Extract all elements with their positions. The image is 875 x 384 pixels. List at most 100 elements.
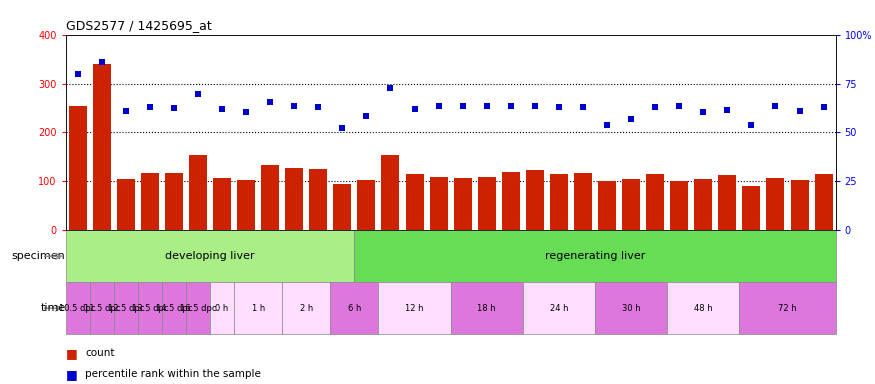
Point [167, 105, 181, 111]
Bar [595, 282, 668, 334]
Bar [116, 179, 135, 230]
Text: 2 h: 2 h [299, 304, 313, 313]
Text: 24 h: 24 h [550, 304, 568, 313]
Bar [164, 173, 183, 230]
Bar [739, 282, 836, 334]
Bar [766, 177, 785, 230]
Text: count: count [85, 348, 115, 358]
Text: 0 h: 0 h [215, 304, 228, 313]
Bar [453, 177, 472, 230]
Bar [790, 180, 808, 230]
Bar [141, 173, 159, 230]
Point [480, 103, 494, 109]
Bar [598, 182, 616, 230]
Text: 18 h: 18 h [478, 304, 496, 313]
Bar [114, 282, 138, 334]
Point [431, 103, 445, 109]
Point [793, 108, 807, 114]
Bar [285, 168, 304, 230]
Point [600, 122, 614, 128]
Point [383, 85, 397, 91]
Point [816, 104, 830, 110]
Bar [354, 230, 836, 282]
Bar [90, 282, 114, 334]
Point [119, 108, 133, 114]
Bar [646, 174, 664, 230]
Text: 12.5 dpc: 12.5 dpc [108, 304, 144, 313]
Point [552, 104, 566, 110]
Text: ■: ■ [66, 368, 77, 381]
Point [335, 124, 349, 131]
Bar [718, 175, 737, 230]
Text: regenerating liver: regenerating liver [545, 251, 645, 262]
Point [263, 99, 277, 105]
Bar [66, 282, 90, 334]
Bar [742, 186, 760, 230]
Bar [815, 174, 833, 230]
Bar [405, 174, 423, 230]
Point [456, 103, 470, 109]
Bar [261, 165, 279, 230]
Point [624, 116, 638, 122]
Bar [68, 106, 87, 230]
Bar [282, 282, 331, 334]
Bar [501, 172, 520, 230]
Point [768, 103, 782, 109]
Point [312, 104, 326, 110]
Text: 16.5 dpc: 16.5 dpc [179, 304, 216, 313]
Text: 12 h: 12 h [405, 304, 423, 313]
Bar [574, 173, 592, 230]
Point [648, 104, 662, 110]
Bar [234, 282, 282, 334]
Bar [66, 230, 354, 282]
Point [576, 104, 590, 110]
Point [696, 109, 710, 115]
Bar [138, 282, 162, 334]
Bar [333, 184, 352, 230]
Text: ■: ■ [66, 347, 77, 360]
Bar [331, 282, 379, 334]
Bar [451, 282, 523, 334]
Text: percentile rank within the sample: percentile rank within the sample [85, 369, 261, 379]
Text: developing liver: developing liver [165, 251, 255, 262]
Point [720, 108, 734, 114]
Bar [523, 282, 595, 334]
Text: 30 h: 30 h [622, 304, 640, 313]
Point [504, 103, 518, 109]
Point [287, 103, 301, 109]
Bar [379, 282, 451, 334]
Bar [213, 177, 231, 230]
Bar [526, 170, 544, 230]
Point [360, 113, 374, 119]
Text: 13.5 dpc: 13.5 dpc [131, 304, 168, 313]
Text: specimen: specimen [12, 251, 66, 262]
Text: 14.5 dpc: 14.5 dpc [156, 304, 192, 313]
Bar [186, 282, 210, 334]
Point [71, 71, 85, 77]
Bar [309, 169, 327, 230]
Bar [189, 154, 207, 230]
Bar [382, 154, 400, 230]
Bar [357, 180, 375, 230]
Point [215, 106, 229, 112]
Text: 6 h: 6 h [347, 304, 361, 313]
Text: time: time [40, 303, 66, 313]
Bar [430, 177, 448, 230]
Point [239, 109, 253, 115]
Text: GDS2577 / 1425695_at: GDS2577 / 1425695_at [66, 19, 212, 32]
Point [745, 122, 759, 128]
Point [408, 106, 422, 112]
Bar [478, 177, 496, 230]
Text: 72 h: 72 h [778, 304, 797, 313]
Text: 10.5 dpc: 10.5 dpc [60, 304, 96, 313]
Point [528, 103, 542, 109]
Bar [694, 179, 712, 230]
Point [191, 91, 205, 98]
Point [94, 60, 108, 66]
Bar [237, 180, 256, 230]
Bar [162, 282, 186, 334]
Text: 48 h: 48 h [694, 304, 712, 313]
Point [672, 103, 686, 109]
Bar [210, 282, 235, 334]
Text: 11.5 dpc: 11.5 dpc [83, 304, 120, 313]
